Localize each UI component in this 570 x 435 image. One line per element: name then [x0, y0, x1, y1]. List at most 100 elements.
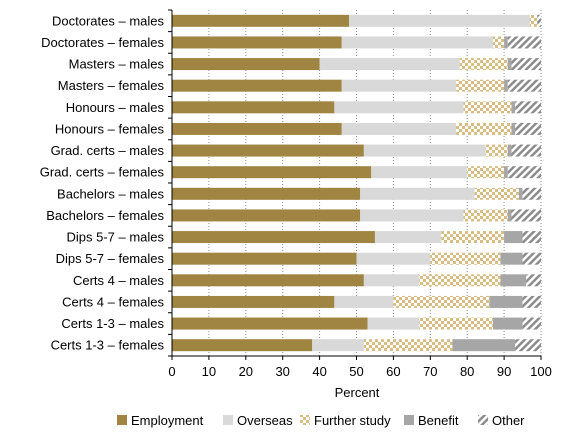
bar-segment: [341, 79, 457, 92]
bar-segment: [334, 101, 464, 114]
bar-segment: [507, 166, 541, 179]
bar-segment: [367, 317, 420, 330]
bar-segment: [504, 231, 523, 244]
category-label: Grad. certs – males: [51, 143, 165, 158]
bar-segment: [507, 144, 512, 157]
category-label: Masters – males: [69, 57, 165, 72]
x-tick-label: 100: [530, 364, 552, 379]
bar-segment: [515, 122, 541, 135]
category-label: Honours – males: [66, 100, 165, 115]
x-tick-label: 80: [460, 364, 474, 379]
bar-segment: [489, 295, 523, 308]
category-label: Masters – females: [58, 78, 165, 93]
bar-segment: [172, 79, 342, 92]
category-label: Grad. certs – females: [40, 165, 165, 180]
x-tick-label: 0: [168, 364, 175, 379]
bar-segment: [522, 295, 541, 308]
bar-segment: [172, 317, 368, 330]
bar-segment: [349, 14, 530, 27]
bar-segment: [172, 295, 335, 308]
bar-segment: [463, 101, 512, 114]
bar-segment: [172, 122, 342, 135]
legend-label: Benefit: [418, 413, 459, 428]
bar-segment: [463, 209, 508, 222]
category-label: Bachelors – males: [57, 186, 164, 201]
bar-segment: [507, 36, 541, 49]
category-label: Doctorates – females: [41, 35, 164, 50]
bar-segment: [172, 252, 357, 265]
bar-segment: [172, 209, 361, 222]
bar-segment: [312, 339, 364, 352]
bar-segment: [334, 295, 394, 308]
bar-segment: [441, 231, 505, 244]
category-label: Doctorates – males: [52, 13, 164, 28]
bar-segment: [341, 36, 494, 49]
bar-segment: [172, 58, 320, 71]
bar-segment: [172, 144, 364, 157]
legend-swatch: [478, 415, 488, 425]
legend-swatch: [223, 415, 233, 425]
bar-segment: [360, 209, 464, 222]
bar-segment: [172, 274, 364, 287]
bar-segment: [511, 144, 541, 157]
legend-label: Other: [492, 413, 525, 428]
bar-segment: [522, 317, 541, 330]
legend-swatch: [117, 415, 127, 425]
bar-segment: [507, 209, 512, 222]
bar-segment: [529, 14, 538, 27]
x-tick-label: 50: [349, 364, 363, 379]
bar-segment: [172, 14, 350, 27]
bar-segment: [511, 101, 516, 114]
bar-segment: [374, 231, 442, 244]
bar-segment: [172, 166, 372, 179]
bar-segment: [504, 166, 508, 179]
bar-segment: [363, 339, 453, 352]
bar-segment: [522, 252, 541, 265]
bar-segment: [507, 79, 541, 92]
bar-segment: [515, 339, 541, 352]
bar-segment: [419, 274, 501, 287]
bar-segment: [360, 187, 475, 200]
bar-segment: [511, 209, 541, 222]
bar-segment: [363, 274, 420, 287]
bar-segment: [507, 58, 512, 71]
legend: Employment Overseas Further study Benefit Ot…: [117, 413, 525, 428]
bar-segment: [500, 274, 527, 287]
bar-segment: [363, 144, 486, 157]
x-tick-label: 30: [275, 364, 289, 379]
bar-segment: [356, 252, 431, 265]
x-tick-labels: 0 10 20 30 40 50 60 70 80 90 100: [168, 364, 551, 379]
bar-segment: [371, 166, 468, 179]
bar-segment: [511, 58, 541, 71]
category-labels: Doctorates – males Doctorates – females Ma…: [40, 13, 165, 352]
bar-segment: [518, 187, 523, 200]
bar-segment: [526, 274, 541, 287]
bar-segment: [504, 36, 508, 49]
bar-segment: [474, 187, 519, 200]
bar-segment: [504, 79, 508, 92]
bar-segment: [456, 79, 505, 92]
bar-segment: [493, 36, 505, 49]
bar-segment: [515, 101, 541, 114]
category-label: Bachelors – females: [46, 208, 164, 223]
bar-segment: [522, 187, 541, 200]
category-label: Certs 1-3 – females: [51, 338, 165, 353]
legend-swatch: [404, 415, 414, 425]
bar-segment: [419, 317, 494, 330]
x-tick-label: 10: [202, 364, 216, 379]
category-label: Dips 5-7 – males: [66, 230, 164, 245]
x-tick-label: 60: [386, 364, 400, 379]
bar-segment: [452, 339, 516, 352]
category-label: Certs 1-3 – males: [61, 316, 164, 331]
legend-swatch: [300, 415, 310, 425]
bar-segment: [172, 101, 335, 114]
bar-segment: [319, 58, 460, 71]
category-label: Certs 4 – males: [73, 273, 165, 288]
bar-segment: [537, 14, 541, 27]
bar-segment: [172, 339, 313, 352]
legend-label: Further study: [314, 413, 391, 428]
bar-segment: [393, 295, 490, 308]
x-tick-label: 70: [423, 364, 437, 379]
bar-segment: [172, 231, 375, 244]
